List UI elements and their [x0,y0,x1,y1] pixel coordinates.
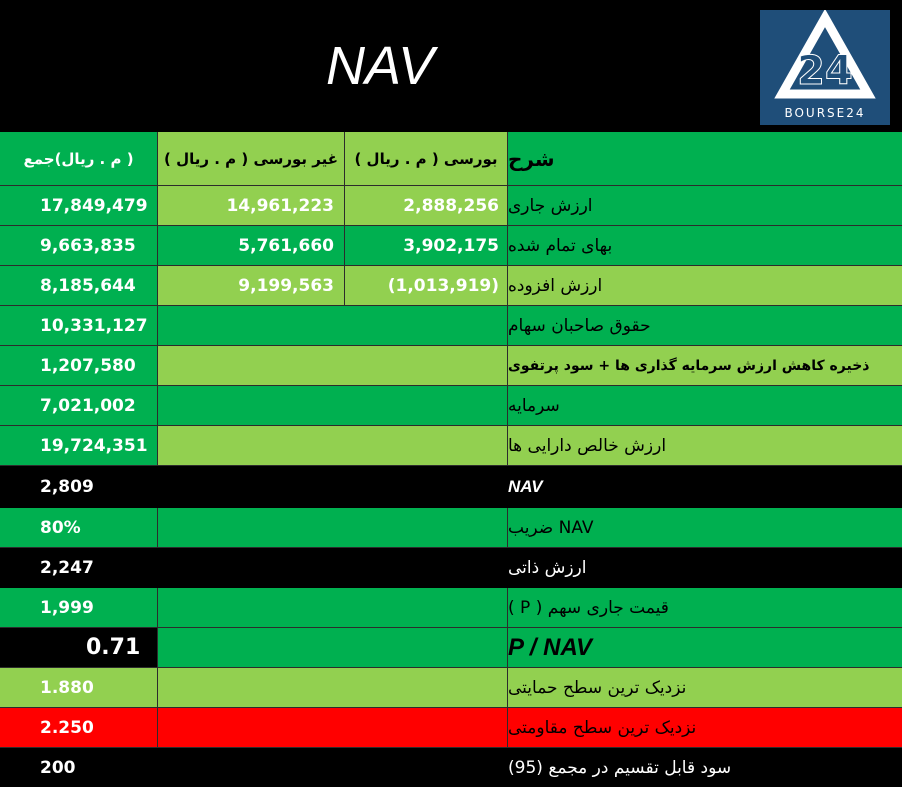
total-cell: 2,247 [0,548,158,588]
table-row: 19,724,351 ارزش خالص دارایی ها [0,426,902,466]
empty-cell [158,668,508,707]
empty-cell [158,588,508,627]
total-cell: 80% [0,508,158,547]
total-cell: 10,331,127 [0,306,158,345]
total-cell: 1,999 [0,588,158,627]
table-row: 17,849,479 14,961,223 2,888,256 ارزش جار… [0,186,902,226]
bourse-cell: 3,902,175 [345,226,508,265]
table-row: 1,207,580 ذخیره کاهش ارزش سرمایه گذاری ه… [0,346,902,386]
empty-cell [158,628,508,667]
total-cell: 2.250 [0,708,158,747]
header-desc: شرح [508,132,902,185]
desc-cell: ارزش خالص دارایی ها [508,426,902,465]
desc-cell: سرمایه [508,386,902,425]
logo-mark-text: 24 [797,48,853,94]
page-title: NAV [325,36,435,96]
p-nav-row: 0.71 P / NAV [0,628,902,668]
resistance-row: 2.250 نزدیک ترین سطح مقاومتی [0,708,902,748]
nav-total-cell: 2,809 [0,466,158,508]
empty-cell [158,306,508,345]
empty-cell [158,508,508,547]
header-non-bourse: غیر بورسی ( م . ریال ) [158,132,345,185]
empty-cell [158,386,508,425]
total-cell: 7,021,002 [0,386,158,425]
logo-text: BOURSE24 [784,106,866,120]
empty-cell [158,346,508,385]
dividend-row: 200 سود قابل تقسیم در مجمع (95) [0,748,902,787]
desc-cell: ذخیره کاهش ارزش سرمایه گذاری ها + سود پر… [508,346,902,385]
total-cell: 19,724,351 [0,426,158,465]
empty-cell [158,708,508,747]
table-row: 80% NAV ضریب [0,508,902,548]
desc-cell: ارزش افزوده [508,266,902,305]
bourse24-logo: 24 BOURSE24 [760,10,890,125]
total-cell: 17,849,479 [0,186,158,225]
bourse-cell: (1,013,919) [345,266,508,305]
desc-cell: سود قابل تقسیم در مجمع (95) [508,748,902,787]
support-row: 1.880 نزدیک ترین سطح حمایتی [0,668,902,708]
desc-cell: نزدیک ترین سطح مقاومتی [508,708,902,747]
total-cell: 9,663,835 [0,226,158,265]
bourse-cell: 2,888,256 [345,186,508,225]
total-cell: 1,207,580 [0,346,158,385]
desc-cell: حقوق صاحبان سهام [508,306,902,345]
non-bourse-cell: 14,961,223 [158,186,345,225]
intrinsic-value-row: 2,247 ارزش ذاتی [0,548,902,588]
table-header-row: ( م . ریال)جمع غیر بورسی ( م . ریال ) بو… [0,132,902,186]
header-total: ( م . ریال)جمع [0,132,158,185]
table-row: 7,021,002 سرمایه [0,386,902,426]
total-cell: 200 [0,748,158,787]
total-cell: 1.880 [0,668,158,707]
p-nav-label: P / NAV [508,628,902,667]
non-bourse-cell: 9,199,563 [158,266,345,305]
non-bourse-cell: 5,761,660 [158,226,345,265]
desc-cell: ارزش ذاتی [508,548,902,588]
empty-cell [158,426,508,465]
logo-mark-icon: 24 [774,10,876,99]
table-row: 10,331,127 حقوق صاحبان سهام [0,306,902,346]
nav-label: NAV [508,466,902,508]
desc-cell: قیمت جاری سهم ( P ) [508,588,902,627]
total-cell: 8,185,644 [0,266,158,305]
desc-cell: ارزش جاری [508,186,902,225]
header-bourse: بورسی ( م . ریال ) [345,132,508,185]
table-row: 9,663,835 5,761,660 3,902,175 بهای تمام … [0,226,902,266]
desc-cell: بهای تمام شده [508,226,902,265]
nav-row: 2,809 NAV [0,466,902,508]
p-nav-value: 0.71 [0,628,158,667]
table-row: 1,999 قیمت جاری سهم ( P ) [0,588,902,628]
table-row: 8,185,644 9,199,563 (1,013,919) ارزش افز… [0,266,902,306]
desc-cell: NAV ضریب [508,508,902,547]
desc-cell: نزدیک ترین سطح حمایتی [508,668,902,707]
